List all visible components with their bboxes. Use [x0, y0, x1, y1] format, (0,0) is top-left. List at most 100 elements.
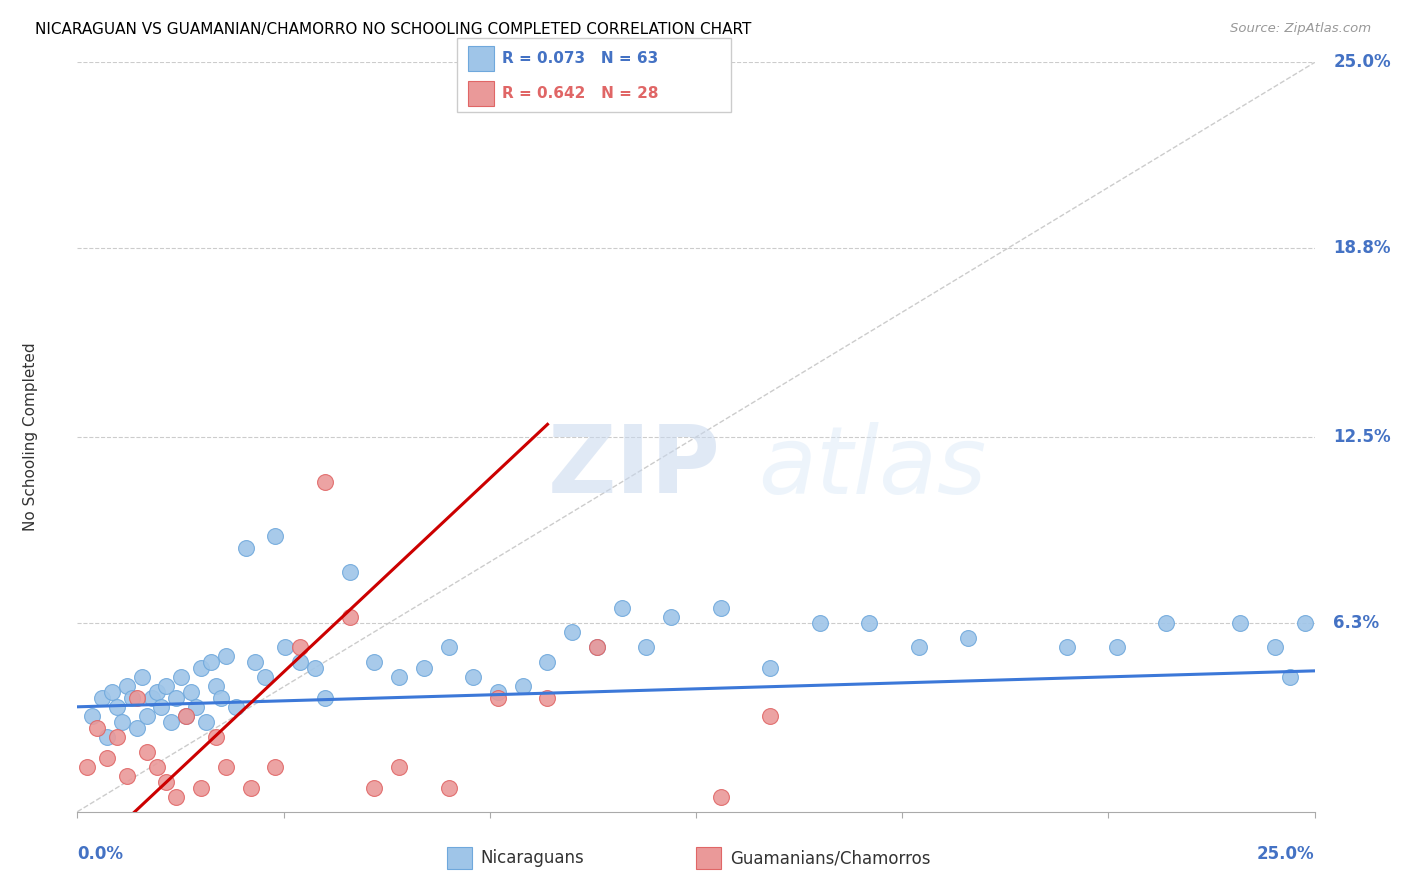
Text: 25.0%: 25.0%: [1333, 54, 1391, 71]
Point: [536, 690, 558, 705]
Point: [225, 699, 247, 714]
Point: [76, 760, 98, 774]
Point: [363, 655, 385, 669]
Point: [363, 780, 385, 795]
Point: [96, 751, 118, 765]
Point: [437, 640, 460, 654]
Point: [437, 780, 460, 795]
Point: [105, 699, 128, 714]
Point: [536, 655, 558, 669]
Text: NICARAGUAN VS GUAMANIAN/CHAMORRO NO SCHOOLING COMPLETED CORRELATION CHART: NICARAGUAN VS GUAMANIAN/CHAMORRO NO SCHO…: [35, 22, 752, 37]
Point: [486, 690, 509, 705]
Point: [586, 640, 609, 654]
Text: atlas: atlas: [758, 422, 986, 513]
Point: [339, 565, 361, 579]
Text: 25.0%: 25.0%: [1257, 846, 1315, 863]
Point: [610, 601, 633, 615]
Point: [561, 624, 583, 639]
Point: [710, 601, 733, 615]
Point: [1278, 670, 1301, 684]
Text: 18.8%: 18.8%: [1333, 239, 1391, 257]
Point: [205, 679, 228, 693]
Point: [155, 774, 177, 789]
Point: [190, 780, 212, 795]
Point: [1154, 615, 1177, 630]
Point: [254, 670, 277, 684]
Point: [115, 679, 138, 693]
Point: [111, 714, 134, 729]
Point: [512, 679, 534, 693]
Point: [808, 615, 831, 630]
Point: [215, 760, 238, 774]
Point: [264, 760, 287, 774]
Point: [209, 690, 232, 705]
Point: [86, 721, 108, 735]
Point: [314, 690, 336, 705]
Point: [304, 661, 326, 675]
Point: [174, 708, 197, 723]
Point: [463, 670, 485, 684]
Point: [190, 661, 212, 675]
Point: [957, 631, 980, 645]
Point: [125, 721, 148, 735]
Point: [288, 640, 311, 654]
Point: [245, 655, 267, 669]
Point: [486, 685, 509, 699]
Point: [174, 708, 197, 723]
Point: [184, 699, 207, 714]
Point: [121, 690, 143, 705]
Text: R = 0.642   N = 28: R = 0.642 N = 28: [502, 86, 658, 101]
Point: [710, 789, 733, 804]
Text: Guamanians/Chamorros: Guamanians/Chamorros: [730, 849, 931, 867]
Point: [907, 640, 929, 654]
Point: [235, 541, 257, 555]
Point: [145, 760, 167, 774]
Point: [82, 708, 104, 723]
Point: [200, 655, 222, 669]
Text: Source: ZipAtlas.com: Source: ZipAtlas.com: [1230, 22, 1371, 36]
Text: 0.0%: 0.0%: [77, 846, 124, 863]
Point: [96, 730, 118, 744]
Point: [858, 615, 880, 630]
Point: [145, 685, 167, 699]
Point: [586, 640, 609, 654]
Point: [388, 760, 411, 774]
Point: [135, 745, 157, 759]
Point: [264, 529, 287, 543]
Point: [1294, 615, 1316, 630]
Point: [1105, 640, 1128, 654]
Point: [105, 730, 128, 744]
Text: No Schooling Completed: No Schooling Completed: [22, 343, 38, 532]
Point: [180, 685, 202, 699]
Point: [131, 670, 153, 684]
Point: [215, 648, 238, 663]
Point: [759, 661, 782, 675]
Point: [759, 708, 782, 723]
Point: [339, 610, 361, 624]
Point: [150, 699, 173, 714]
Point: [101, 685, 124, 699]
Text: 6.3%: 6.3%: [1333, 614, 1379, 632]
Point: [160, 714, 183, 729]
Point: [274, 640, 297, 654]
Point: [135, 708, 157, 723]
Point: [125, 690, 148, 705]
Point: [314, 475, 336, 489]
Text: ZIP: ZIP: [547, 421, 720, 513]
Point: [1056, 640, 1078, 654]
Text: R = 0.073   N = 63: R = 0.073 N = 63: [502, 52, 658, 66]
Point: [165, 690, 187, 705]
Point: [412, 661, 434, 675]
Point: [91, 690, 114, 705]
Text: Nicaraguans: Nicaraguans: [481, 849, 585, 867]
Point: [165, 789, 187, 804]
Point: [170, 670, 193, 684]
Point: [388, 670, 411, 684]
Point: [195, 714, 218, 729]
Point: [636, 640, 658, 654]
Point: [659, 610, 682, 624]
Point: [610, 49, 633, 63]
Point: [115, 769, 138, 783]
Point: [155, 679, 177, 693]
Point: [205, 730, 228, 744]
